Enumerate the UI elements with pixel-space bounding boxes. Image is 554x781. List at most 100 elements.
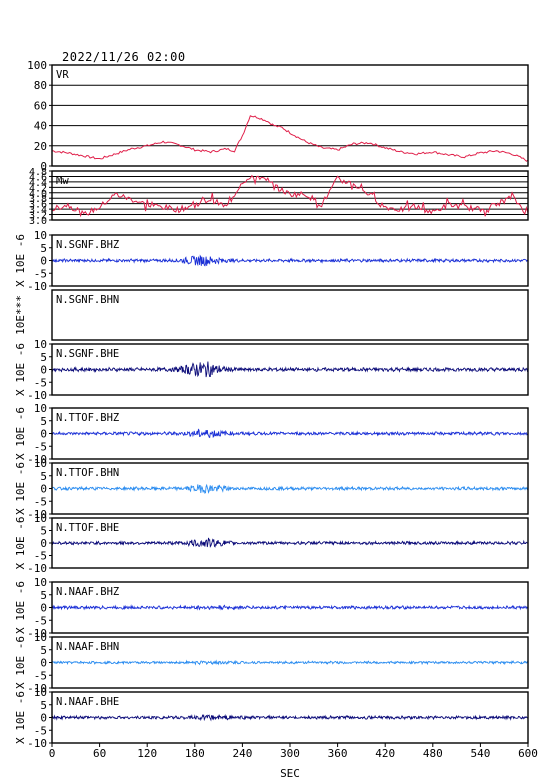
series-line-mw [52,174,529,218]
x-axis-label: SEC [280,767,300,780]
panel-sgnf-bhn: 10E*** N.SGNF.BHN [14,289,529,341]
y-tick-label: 5 [40,525,47,538]
panel-frame [51,462,529,515]
y-tick-label: -5 [34,376,47,389]
y-axis-label: X 10E -6 [14,343,27,396]
y-tick-label: -5 [34,550,47,563]
x-tick-label: 420 [375,747,395,760]
x-tick-label: 120 [137,747,157,760]
y-tick-label: 3.2 [29,211,47,222]
y-tick-label: -5 [34,495,47,508]
waveform-ttof-bhn [51,483,529,494]
y-axis-label: X 10E -6 [14,407,27,460]
x-tick-label: 300 [280,747,300,760]
y-tick-label: 10 [34,402,47,415]
panel-label: N.NAAF.BHE [56,696,119,708]
y-tick-label: -10 [27,280,47,293]
panel-frame [51,64,529,167]
y-tick-label: 5 [40,644,47,657]
panel-label: N.SGNF.BHZ [56,239,119,251]
y-tick-label: 10 [34,576,47,589]
panel-label: N.NAAF.BHN [56,641,119,653]
y-tick-label: 5 [40,415,47,428]
y-tick-label: -5 [34,724,47,737]
x-tick-label: 240 [232,747,252,760]
y-axis-label: 10E*** [14,295,27,335]
y-tick-label: 4.0 [29,189,47,200]
y-tick-label: 10 [34,338,47,351]
y-tick-label: 20 [34,140,47,153]
x-tick-label: 480 [423,747,443,760]
y-tick-label: 0 [40,483,47,496]
x-tick-label: 540 [470,747,490,760]
x-tick-label: 600 [518,747,538,760]
y-tick-label: 4.2 [29,183,47,194]
y-tick-label: 0 [40,428,47,441]
panel-mw: 4.84.64.44.24.03.83.63.43.23.0 Mw [29,167,529,227]
y-tick-label: 3.6 [29,200,47,211]
panel-label: N.TTOF.BHN [56,467,119,479]
y-tick-label: 10 [34,229,47,242]
y-tick-label: -10 [27,389,47,402]
y-tick-label: 10 [34,631,47,644]
y-tick-label: 3.0 [29,216,47,227]
y-tick-label: 3.8 [29,194,47,205]
x-tick-label: 360 [328,747,348,760]
y-tick-label: 10 [34,686,47,699]
y-tick-label: -10 [27,562,47,575]
y-tick-label: 10 [34,457,47,470]
y-tick-label: -5 [34,614,47,627]
panel-frame [51,636,529,689]
y-tick-label: 0 [40,602,47,615]
x-tick-label: 0 [49,747,56,760]
panel-label: N.SGNF.BHE [56,348,119,360]
waveform-ttof-bhe [51,537,529,548]
panel-label: N.TTOF.BHZ [56,412,119,424]
y-tick-label: 40 [34,120,47,133]
y-tick-label: 4.8 [29,167,47,178]
y-tick-label: -10 [27,508,47,521]
y-tick-label: -5 [34,669,47,682]
datetime-header: 2022/11/26 02:00 [62,50,186,64]
y-axis-label: X 10E -6 [14,581,27,634]
y-tick-label: 4.4 [29,178,47,189]
panel-label: N.TTOF.BHE [56,522,119,534]
waveform-sgnf-bhz [51,254,529,267]
y-tick-label: 4.6 [29,172,47,183]
waveform-naaf-bhz [51,604,529,611]
y-tick-label: 5 [40,351,47,364]
y-axis-label: X 10E -6 [14,234,27,287]
panel-label: VR [56,69,69,81]
y-tick-label: -5 [34,267,47,280]
x-tick-label: 180 [185,747,205,760]
panel-vr: 100 80 60 40 20 0 VR [27,59,529,173]
panel-label: Mw [56,175,69,187]
y-tick-label: -5 [34,440,47,453]
panel-frame [51,407,529,460]
y-tick-label: 100 [27,59,47,72]
y-tick-label: 0 [40,255,47,268]
y-tick-label: 5 [40,242,47,255]
y-tick-label: 5 [40,470,47,483]
y-axis-label: X 10E -6 [14,517,27,570]
waveform-ttof-bhz [51,428,529,439]
panel-frame [51,289,529,341]
panel-frame [51,234,529,287]
y-tick-label: 0 [40,364,47,377]
waveform-naaf-bhn [51,659,529,666]
y-tick-label: 0 [40,657,47,670]
y-tick-label: -10 [27,453,47,466]
y-tick-label: 5 [40,589,47,602]
y-tick-label: 3.4 [29,205,47,216]
waveform-sgnf-bhe [51,361,529,378]
panel-label: N.NAAF.BHZ [56,586,119,598]
y-axis-label: X 10E -6 [14,636,27,689]
panel-frame [51,581,529,634]
